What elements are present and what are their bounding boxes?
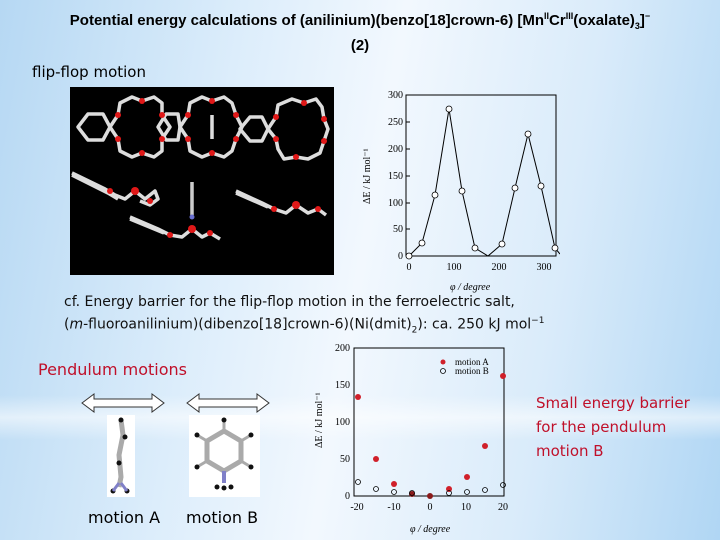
svg-text:0: 0 [407, 262, 412, 273]
anilinium-side-view [110, 417, 130, 494]
small-barrier-note: Small energy barrier for the pendulum mo… [536, 394, 690, 460]
motion-a-molecule-image [107, 415, 135, 497]
plot-frame [405, 94, 557, 257]
svg-text:10: 10 [461, 502, 471, 513]
motion-a-label: motion A [88, 508, 161, 527]
svg-text:50: 50 [340, 454, 350, 465]
x-axis-label: φ / degree [450, 282, 491, 293]
data-markers [405, 105, 559, 260]
y-tick-labels: 0 50 100 150 200 [335, 343, 350, 502]
anilinium-top-view [194, 417, 254, 491]
pendulum-heading: Pendulum motions [38, 360, 187, 379]
flip-flop-label: flip-flop motion [32, 63, 146, 81]
svg-text:250: 250 [388, 117, 403, 128]
svg-text:0: 0 [345, 491, 350, 502]
title-sup-ii: II [544, 11, 550, 21]
y-axis-ticks [406, 94, 410, 257]
svg-text:200: 200 [335, 343, 350, 354]
legend-motion-a: motion A [455, 357, 489, 367]
x-tick-labels: 0 100 200 300 [407, 262, 552, 273]
y-axis-label: ΔE / kJ mol⁻¹ [362, 148, 373, 204]
svg-text:150: 150 [335, 380, 350, 391]
double-arrow-icon-b [186, 393, 270, 413]
motion-a-markers [355, 373, 506, 499]
motion-b-label: motion B [186, 508, 259, 527]
cf-sub: 2 [411, 325, 418, 336]
svg-text:0: 0 [398, 251, 403, 262]
svg-text:20: 20 [498, 502, 508, 513]
title-line2: (2) [350, 37, 370, 54]
molecule-render [71, 95, 330, 241]
legend-motion-b: motion B [455, 366, 489, 376]
svg-text:0: 0 [428, 502, 433, 513]
x-tick-labels: -20 -10 0 10 20 [350, 502, 508, 513]
legend: motion A motion B [440, 357, 489, 376]
x-axis-label: φ / degree [410, 524, 451, 535]
cf-text: ): ca. 250 kJ mol [417, 316, 532, 333]
svg-text:-20: -20 [350, 502, 363, 513]
cf-note: cf. Energy barrier for the flip-flop mot… [64, 293, 544, 340]
svg-text:200: 200 [492, 262, 507, 273]
cf-sup: −1 [531, 316, 545, 326]
title-text-oxalate: (oxalate) [573, 12, 635, 29]
slide-title: Potential energy calculations of (anilin… [0, 6, 720, 56]
svg-text:300: 300 [537, 262, 552, 273]
double-arrow-icon-a [81, 393, 165, 413]
motion-b-molecule-image [189, 415, 260, 497]
title-text: Potential energy calculations of (anilin… [69, 12, 545, 29]
cf-line-1: cf. Energy barrier for the flip-flop mot… [64, 294, 515, 310]
title-text-cr: Cr [549, 12, 566, 29]
title-sub-3: 3 [634, 21, 640, 31]
svg-text:150: 150 [388, 171, 403, 182]
svg-text:100: 100 [335, 417, 350, 428]
flip-flop-energy-chart: 0 50 100 150 200 250 300 0 100 200 300 φ / degre… [362, 90, 560, 293]
cf-text: ( [64, 316, 70, 333]
cf-text: -fluoroanilinium)(dibenzo[18]crown-6)(Ni… [83, 316, 412, 333]
crown-ether-structure-image [70, 87, 334, 275]
svg-text:50: 50 [393, 224, 403, 235]
pendulum-energy-chart: 0 50 100 150 200 -20 -10 0 10 20 φ / degree ΔE… [314, 343, 508, 535]
motion-b-markers [355, 479, 506, 496]
svg-text:300: 300 [388, 90, 403, 101]
cf-meta: m [69, 316, 84, 333]
title-bracket: ] [639, 12, 645, 29]
flip-flop-line [408, 108, 560, 257]
cf-line-2: (m-fluoroanilinium)(dibenzo[18]crown-6)(… [64, 312, 544, 340]
title-charge: − [644, 11, 651, 21]
svg-text:100: 100 [447, 262, 462, 273]
y-axis-label: ΔE / kJ mol⁻¹ [314, 392, 325, 448]
title-sup-iii: III [565, 11, 574, 21]
svg-text:100: 100 [388, 198, 403, 209]
y-tick-labels: 0 50 100 150 200 250 300 [388, 90, 403, 262]
svg-text:-10: -10 [387, 502, 400, 513]
svg-text:200: 200 [388, 144, 403, 155]
